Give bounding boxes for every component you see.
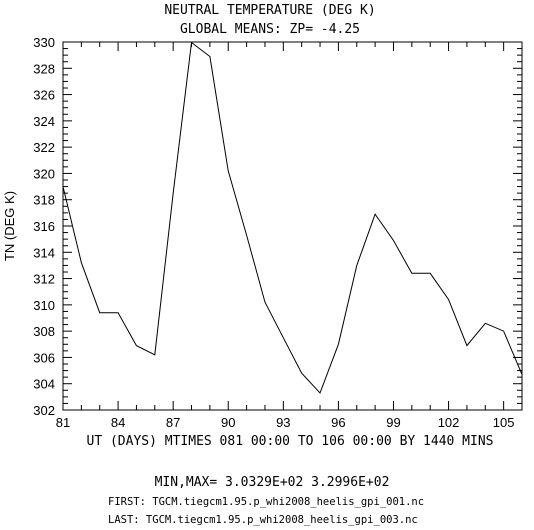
y-tick-labels: 302 304 306 308 310 312 314 316 318 320 322 324 326 3… <box>33 35 55 418</box>
y-tick-label: 330 <box>33 35 55 50</box>
first-file-text: FIRST: TGCM.tiegcm1.95.p_whi2008_heelis_… <box>108 496 424 508</box>
y-tick-label: 318 <box>33 193 55 208</box>
x-tick-label: 99 <box>386 415 400 430</box>
x-tick-label: 93 <box>276 415 290 430</box>
x-tick-label: 102 <box>438 415 460 430</box>
y-tick-label: 302 <box>33 403 55 418</box>
x-tick-labels: 81 84 87 90 93 96 99 102 105 <box>56 415 515 430</box>
y-tick-label: 306 <box>33 350 55 365</box>
x-tick-label: 90 <box>221 415 235 430</box>
y-tick-label: 316 <box>33 219 55 234</box>
series-line <box>62 41 523 394</box>
y-tick-label: 326 <box>33 88 55 103</box>
y-tick-label: 320 <box>33 166 55 181</box>
y-tick-label: 322 <box>33 140 55 155</box>
y-tick-label: 304 <box>33 377 55 392</box>
x-tick-label: 81 <box>56 415 70 430</box>
y-tick-label: 314 <box>33 245 55 260</box>
y-axis-label: TN (DEG K) <box>2 191 17 261</box>
y-tick-label: 312 <box>33 272 55 287</box>
minmax-text: MIN,MAX= 3.0329E+02 3.2996E+02 <box>155 475 390 490</box>
x-axis-label: UT (DAYS) MTIMES 081 00:00 TO 106 00:00 … <box>87 434 494 449</box>
chart-subtitle: GLOBAL MEANS: ZP= -4.25 <box>180 22 360 37</box>
axis-ticks <box>62 41 523 411</box>
x-tick-label: 96 <box>331 415 345 430</box>
last-file-text: LAST: TGCM.tiegcm1.95.p_whi2008_heelis_g… <box>108 514 418 526</box>
x-tick-label: 105 <box>493 415 515 430</box>
x-tick-label: 84 <box>111 415 125 430</box>
y-tick-label: 324 <box>33 114 55 129</box>
y-tick-label: 310 <box>33 298 55 313</box>
y-tick-label: 308 <box>33 324 55 339</box>
chart-title: NEUTRAL TEMPERATURE (DEG K) <box>164 3 375 18</box>
x-tick-label: 87 <box>166 415 180 430</box>
y-tick-label: 328 <box>33 61 55 76</box>
